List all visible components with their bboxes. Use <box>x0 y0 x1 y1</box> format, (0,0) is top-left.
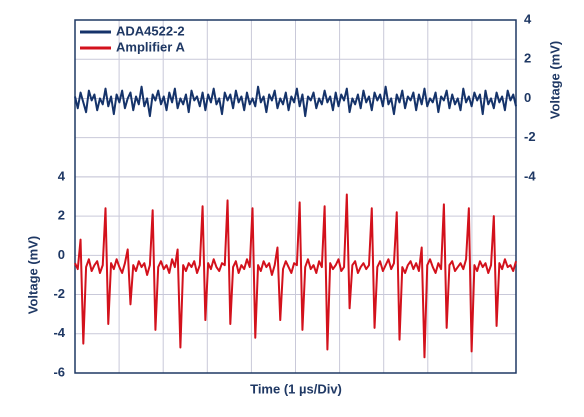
y-tick-label: -4 <box>53 325 65 340</box>
y2-tick-label: 4 <box>524 11 532 26</box>
y2-axis-label: Voltage (mV) <box>547 41 562 120</box>
y-tick-label: -2 <box>53 286 65 301</box>
series-line <box>74 85 517 118</box>
y2-tick-label: 0 <box>524 90 531 105</box>
legend-label: Amplifier A <box>116 39 185 54</box>
y-tick-label: -6 <box>53 364 65 379</box>
y-tick-label: 2 <box>58 208 65 223</box>
y2-tick-label: -4 <box>524 168 536 183</box>
legend-label: ADA4522-2 <box>116 23 185 38</box>
y-axis-label: Voltage (mV) <box>25 236 40 315</box>
y2-tick-label: -2 <box>524 129 536 144</box>
y2-tick-label: 2 <box>524 51 531 66</box>
series-line <box>74 193 517 359</box>
y-tick-label: 4 <box>58 168 66 183</box>
y-tick-label: 0 <box>58 247 65 262</box>
plot-frame <box>74 19 517 374</box>
x-axis-label: Time (1 µs/Div) <box>250 381 342 396</box>
